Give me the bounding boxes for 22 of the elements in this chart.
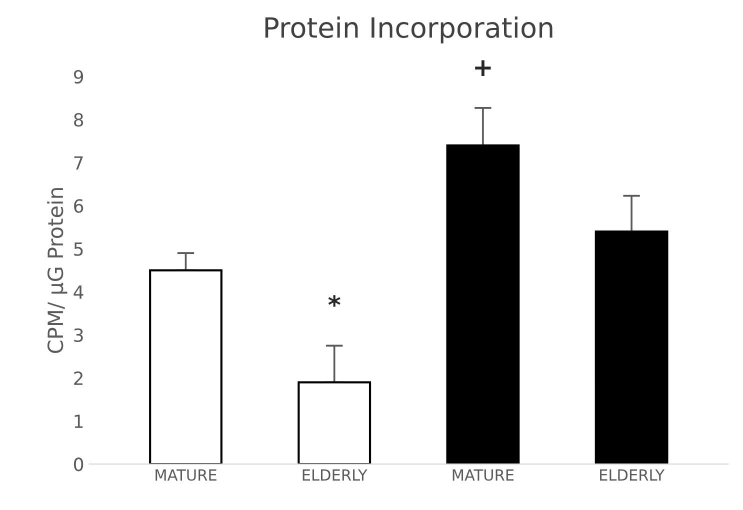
- y-tick-label: 7: [74, 156, 83, 170]
- y-tick-label: 4: [74, 286, 84, 299]
- y-tick-label: 5: [74, 242, 83, 256]
- x-tick-label: ELDERLY: [600, 469, 665, 481]
- bar: [298, 381, 372, 464]
- y-tick-label: 3: [74, 328, 83, 342]
- y-tick-label: 9: [74, 70, 84, 84]
- y-tick-label: 8: [74, 113, 84, 127]
- y-tick-label: 0: [74, 458, 84, 472]
- bar: [446, 144, 520, 464]
- chart-title: Protein Incorporation: [265, 16, 552, 44]
- y-tick-label: 6: [74, 199, 84, 213]
- data-label: *: [328, 295, 340, 307]
- y-tick-label: 2: [74, 371, 82, 385]
- x-tick-label: ELDERLY: [302, 469, 368, 481]
- x-tick-label: MATURE: [452, 469, 514, 481]
- data-label: +: [475, 60, 491, 76]
- bar: [594, 230, 668, 464]
- y-tick-label: 1: [74, 414, 83, 428]
- bar: [149, 269, 222, 464]
- y-axis-title: CPM/ µG Protein: [47, 188, 68, 354]
- x-tick-label: MATURE: [156, 469, 216, 481]
